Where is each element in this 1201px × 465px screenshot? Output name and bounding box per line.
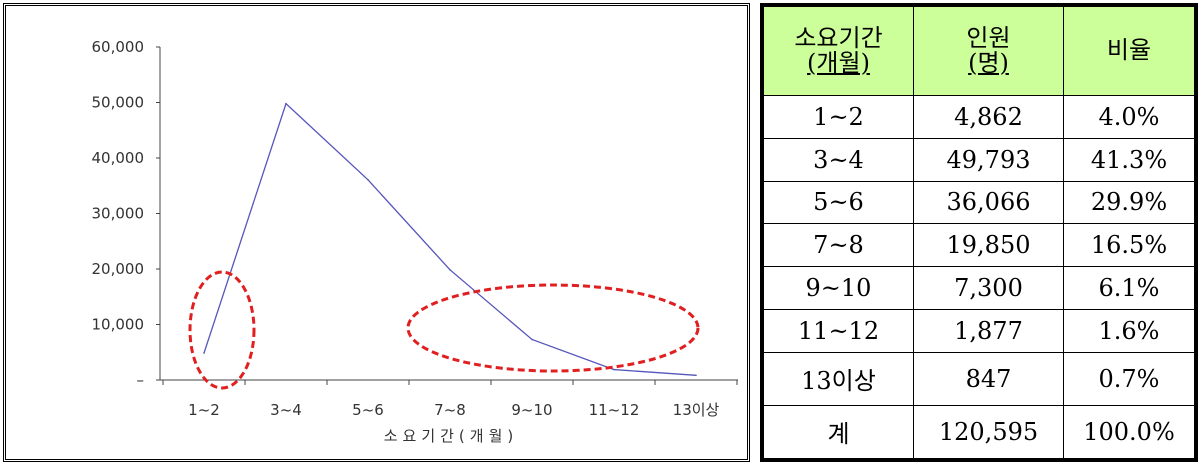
cell-period: 7~8 bbox=[763, 223, 914, 268]
data-point bbox=[613, 368, 615, 371]
x-tick-label: 5~6 bbox=[352, 401, 384, 419]
x-tick-label: 9~10 bbox=[511, 401, 552, 419]
cell-people: 1,877 bbox=[913, 308, 1064, 353]
data-point bbox=[203, 352, 205, 354]
header-ratio: 비율 bbox=[1063, 6, 1195, 96]
data-point bbox=[449, 269, 451, 271]
cell-total-label: 계 bbox=[763, 404, 914, 460]
cell-ratio: 0.7% bbox=[1063, 351, 1195, 406]
cell-people: 19,850 bbox=[913, 223, 1064, 268]
cell-people: 36,066 bbox=[913, 180, 1064, 225]
cell-ratio: 1.6% bbox=[1063, 308, 1195, 353]
table-row: 9~10 7,300 6.1% bbox=[763, 266, 1195, 310]
y-tick-label: 20,000 bbox=[92, 260, 145, 278]
cell-period: 9~10 bbox=[763, 266, 914, 310]
table-row: 3~4 49,793 41.3% bbox=[763, 137, 1195, 182]
highlight-ellipse-short bbox=[188, 270, 256, 390]
y-tick-label: 60,000 bbox=[92, 38, 145, 56]
data-point bbox=[367, 179, 369, 181]
data-point bbox=[695, 374, 697, 377]
x-tick-label: 3~4 bbox=[270, 401, 302, 419]
table-row: 7~8 19,850 16.5% bbox=[763, 223, 1195, 268]
header-period: 소요기간 (개월) bbox=[763, 6, 914, 96]
x-tick-label: 11~12 bbox=[589, 401, 640, 419]
cell-people: 4,862 bbox=[913, 95, 1064, 139]
table-total-row: 계 120,595 100.0% bbox=[763, 404, 1195, 460]
header-people-line1: 인원 bbox=[966, 23, 1011, 52]
cell-total-ratio: 100.0% bbox=[1063, 404, 1195, 460]
cell-ratio: 16.5% bbox=[1063, 223, 1195, 268]
y-tick-label: 40,000 bbox=[92, 149, 145, 167]
highlight-ellipse-long bbox=[406, 283, 700, 373]
y-tick-label: 30,000 bbox=[92, 205, 145, 223]
table-row: 11~12 1,877 1.6% bbox=[763, 308, 1195, 353]
x-tick-label: 13이상 bbox=[673, 401, 720, 419]
y-tick-label: 10,000 bbox=[92, 316, 145, 334]
y-tick-label: 50,000 bbox=[92, 94, 145, 112]
cell-period: 11~12 bbox=[763, 308, 914, 353]
cell-ratio: 41.3% bbox=[1063, 137, 1195, 182]
line-chart: – 10,000 20,000 30,000 40,000 50,000 60,000 1~2… bbox=[92, 38, 738, 445]
cell-period: 3~4 bbox=[763, 137, 914, 182]
cell-period: 1~2 bbox=[763, 95, 914, 139]
table-row: 13이상 847 0.7% bbox=[763, 351, 1195, 406]
cell-people: 7,300 bbox=[913, 266, 1064, 310]
x-tick-label: 7~8 bbox=[434, 401, 466, 419]
table-header-row: 소요기간 (개월) 인원 (명) 비율 bbox=[763, 6, 1195, 96]
table-row: 5~6 36,066 29.9% bbox=[763, 180, 1195, 225]
cell-ratio: 29.9% bbox=[1063, 180, 1195, 225]
header-period-line1: 소요기간 bbox=[794, 23, 883, 52]
cell-ratio: 4.0% bbox=[1063, 95, 1195, 139]
cell-people: 847 bbox=[913, 351, 1064, 406]
header-people-line2: (명) bbox=[968, 49, 1009, 77]
data-point bbox=[285, 102, 287, 105]
header-period-line2: (개월) bbox=[807, 49, 870, 77]
cell-people: 49,793 bbox=[913, 137, 1064, 182]
cell-total-people: 120,595 bbox=[913, 404, 1064, 460]
data-table: 소요기간 (개월) 인원 (명) 비율 1~2 4,862 4.0% 3~4 bbox=[763, 6, 1195, 460]
header-ratio-line1: 비율 bbox=[1106, 36, 1152, 65]
y-tick-label: – bbox=[137, 371, 145, 389]
x-tick-label: 1~2 bbox=[188, 401, 220, 419]
data-table-panel: 소요기간 (개월) 인원 (명) 비율 1~2 4,862 4.0% 3~4 bbox=[760, 3, 1198, 462]
cell-period: 5~6 bbox=[763, 180, 914, 225]
cell-ratio: 6.1% bbox=[1063, 266, 1195, 310]
table-row: 1~2 4,862 4.0% bbox=[763, 95, 1195, 139]
cell-period: 13이상 bbox=[763, 351, 914, 406]
series-line bbox=[203, 102, 697, 376]
x-axis-title: 소요기간(개월) bbox=[384, 427, 519, 445]
header-people: 인원 (명) bbox=[913, 6, 1064, 96]
line-chart-panel: – 10,000 20,000 30,000 40,000 50,000 60,000 1~2… bbox=[3, 3, 750, 462]
data-point bbox=[531, 338, 533, 341]
